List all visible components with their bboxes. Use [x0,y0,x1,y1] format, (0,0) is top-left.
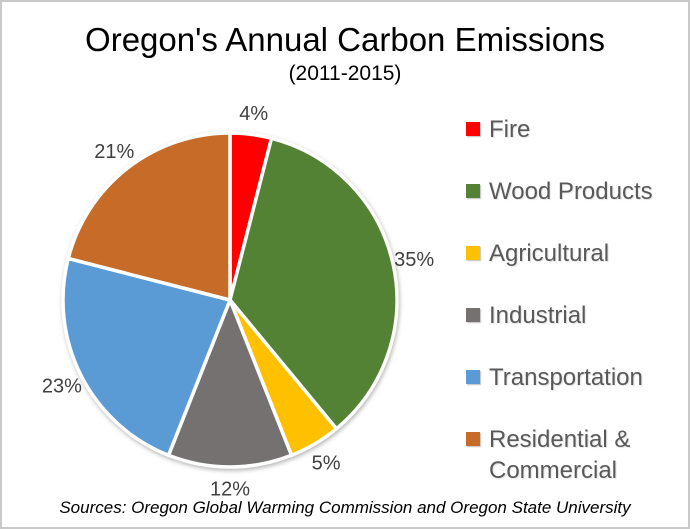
pie-percent-label: 23% [42,376,82,398]
legend-item-fire: Fire [466,114,681,145]
legend-label-residential-commercial: Residential & Commercial [489,426,631,484]
legend-label-wood-products: Wood Products [489,178,653,205]
legend-swatch-residential-commercial [466,432,480,446]
pie-slice-fire [228,131,274,302]
legend-label-fire: Fire [489,116,531,143]
legend-item-agricultural: Agricultural [466,238,681,269]
legend-item-industrial: Industrial [466,300,681,331]
legend-swatch-wood-products [466,184,480,198]
legend-swatch-agricultural [466,246,480,260]
legend-label-agricultural: Agricultural [489,240,610,267]
chart-title: Oregon's Annual Carbon Emissions [85,21,605,58]
legend-swatch-industrial [466,308,480,322]
chart-subtitle: (2011-2015) [288,62,402,85]
legend-swatch-transportation [466,370,480,384]
pie-slice-agricultural [228,298,339,458]
pie-slice-wood-products [228,136,399,431]
legend-label-industrial: Industrial [489,302,587,329]
legend-label-transportation: Transportation [489,364,643,391]
pie-slice-transportation [61,256,232,458]
legend-swatch-fire [466,122,480,136]
pie-percent-label: 35% [394,249,434,271]
pie-percent-label: 5% [312,452,341,474]
legend-item-residential-commercial: Residential & Commercial [466,424,681,486]
pie-percent-label: 21% [94,141,134,163]
pie-slice-industrial [166,298,294,469]
legend-item-transportation: Transportation [466,362,681,393]
legend-item-wood-products: Wood Products [466,176,681,207]
pie-slice-residential-commercial [66,131,232,302]
source-note: Sources: Oregon Global Warming Commissio… [59,498,631,517]
chart-legend: Fire Wood Products Agricultural Industri… [466,114,681,517]
pie-percent-label: 4% [239,103,268,125]
